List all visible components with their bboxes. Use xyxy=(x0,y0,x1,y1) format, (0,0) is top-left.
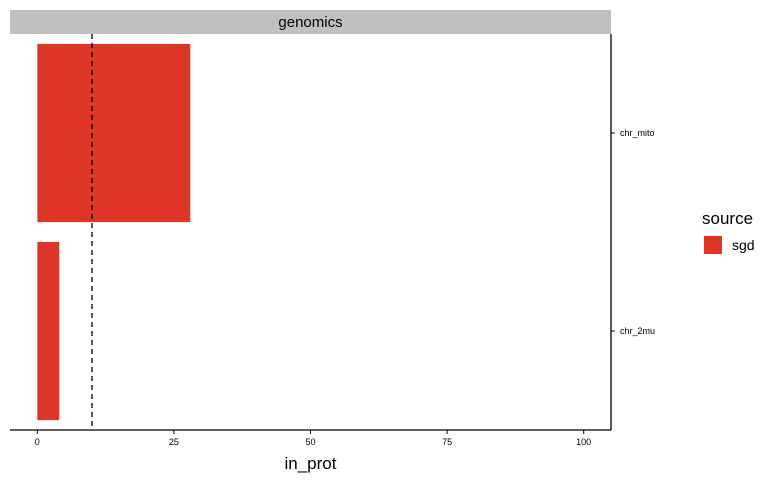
y-tick-label-chr_mito: chr_mito xyxy=(620,128,655,138)
y-ticks: chr_mito chr_2mu xyxy=(611,128,655,336)
x-tick-label: 0 xyxy=(35,437,40,447)
x-tick-label: 100 xyxy=(576,437,591,447)
facet-strip-label: genomics xyxy=(278,14,342,31)
y-tick-label-chr_2mu: chr_2mu xyxy=(620,326,655,336)
legend-label-sgd: sgd xyxy=(732,237,755,253)
facet-strip: genomics xyxy=(10,10,611,34)
facet-strip-background xyxy=(10,10,611,34)
bar-chr_2mu xyxy=(37,241,60,421)
x-ticks: 0 25 50 75 100 xyxy=(35,430,591,447)
legend: source sgd xyxy=(702,209,755,254)
bar-chr_mito xyxy=(37,43,191,223)
x-tick-label: 50 xyxy=(305,437,315,447)
x-tick-label: 75 xyxy=(442,437,452,447)
x-tick-label: 25 xyxy=(169,437,179,447)
legend-key-sgd xyxy=(704,236,722,254)
x-axis-title: in_prot xyxy=(285,454,337,473)
legend-title: source xyxy=(702,209,753,228)
bars-layer xyxy=(37,43,191,421)
